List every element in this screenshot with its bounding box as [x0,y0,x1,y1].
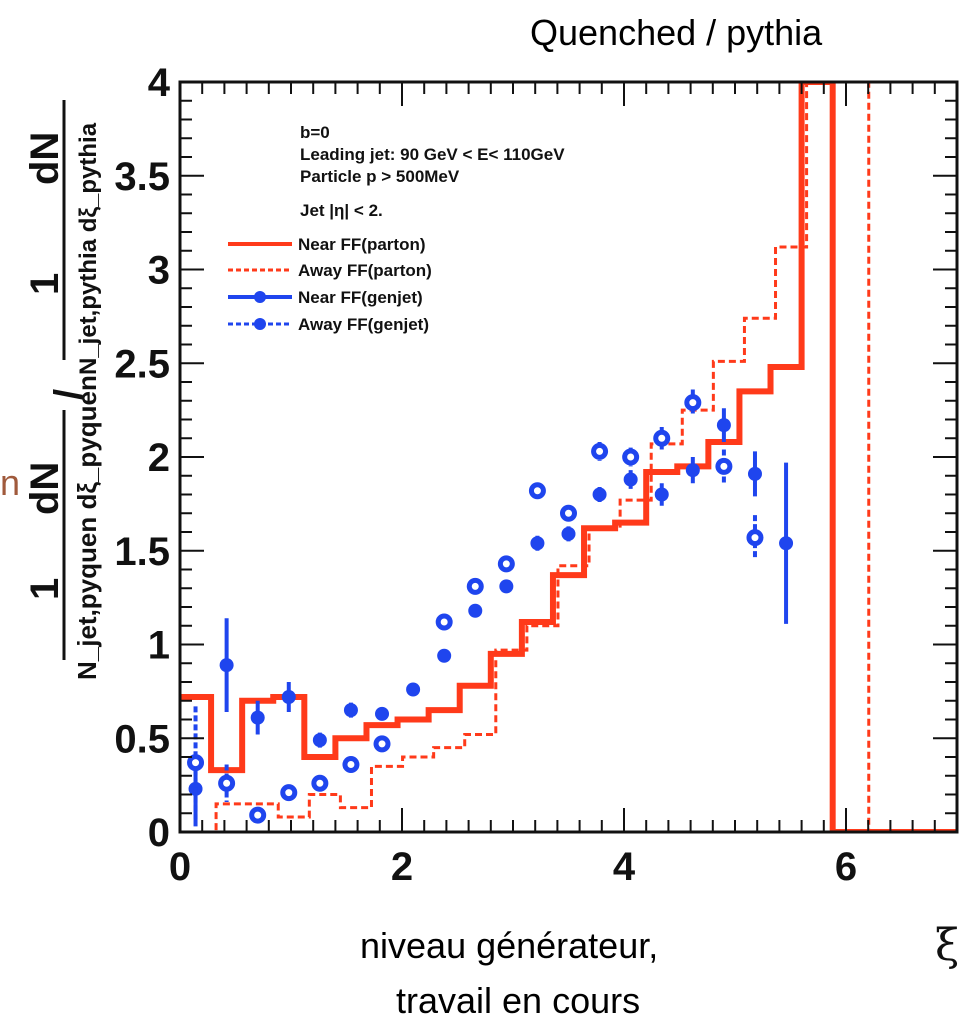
data-point-away-genjet [311,774,329,792]
data-point-away-genjet [497,555,515,573]
x-tick-label: 0 [169,845,191,889]
y-tick-label: 0.5 [114,717,170,761]
data-point-near-genjet [530,536,545,551]
data-point-near-genjet [250,710,265,725]
data-point-away-genjet [684,394,702,412]
page-title: Quenched / pythia [530,12,823,53]
data-point-near-genjet [654,487,669,502]
y-axis-label: 1 dN N_jet,pyquen dξ_pyquen / 1 dN N_jet… [23,100,102,680]
y-tick-label: 2.5 [114,342,170,386]
x-tick-label: 2 [391,845,413,889]
data-point-near-genjet [468,603,483,618]
data-point-near-genjet [499,579,514,594]
y-label-denominator-right: N_jet,pythia dξ_pythia [75,122,102,375]
data-point-near-genjet [747,466,762,481]
data-point-away-genjet [653,429,671,447]
data-point-near-genjet [685,463,700,478]
data-point-near-genjet [716,418,731,433]
caption-line-1: niveau générateur, [360,925,659,966]
y-tick-label: 1.5 [114,530,170,574]
y-tick-label: 2 [148,436,170,480]
data-point-away-genjet [280,784,298,802]
x-tick-label: 4 [613,845,636,889]
annotation-line: Particle p > 500MeV [300,167,460,186]
data-point-away-genjet [591,442,609,460]
data-point-near-genjet [406,682,421,697]
data-point-away-genjet [466,577,484,595]
y-tick-label: 4 [148,61,171,105]
data-point-near-genjet [623,472,638,487]
x-tick-label: 6 [835,845,857,889]
data-point-away-genjet [528,482,546,500]
y-tick-label: 0 [148,811,170,855]
legend-label: Near FF(parton) [298,235,426,254]
annotation-line: Jet |η| < 2. [300,201,383,220]
data-point-away-genjet [560,504,577,522]
caption-line-2: travail en cours [396,980,641,1021]
data-point-away-genjet [187,754,205,772]
data-point-near-genjet [281,690,296,704]
plot-frame [178,80,959,834]
legend-marker-away-genjet [254,318,266,330]
annotation-line: Leading jet: 90 GeV < E< 110GeV [300,145,565,164]
data-point-near-genjet [779,536,794,551]
legend-label: Away FF(genjet) [298,315,429,334]
y-label-one-left: 1 [23,578,67,600]
data-point-near-genjet [592,487,607,502]
x-axis-label: ξ [935,920,959,971]
series-line-near-parton [180,82,957,832]
data-point-near-genjet [219,658,234,673]
data-point-away-genjet [249,806,267,824]
y-label-denominator-left: N_jet,pyquen dξ_pyquen [72,375,102,680]
data-point-away-genjet [435,613,453,631]
data-point-away-genjet [373,735,391,753]
data-point-near-genjet [561,526,576,541]
legend-label: Near FF(genjet) [298,288,423,307]
series-line-away-parton [185,82,957,832]
annotation-block: b=0 Leading jet: 90 GeV < E< 110GeV Part… [300,123,565,220]
y-tick-label: 3.5 [114,155,170,199]
y-label-slash: / [47,389,91,400]
data-point-away-genjet [342,756,360,773]
y-label-numerator-right: dN [23,132,67,185]
y-tick-label: 3 [148,249,170,293]
data-point-near-genjet [312,733,327,748]
data-point-away-genjet [746,529,764,547]
legend: Near FF(parton) Away FF(parton) Near FF(… [228,235,432,334]
legend-label: Away FF(parton) [298,261,432,280]
y-label-one-right: 1 [23,273,67,295]
annotation-line: b=0 [300,123,330,142]
y-tick-label: 1 [148,624,170,668]
data-point-near-genjet [437,648,452,663]
side-text-fragment: n [0,462,21,503]
legend-marker-near-genjet [254,291,266,303]
data-point-near-genjet [375,706,390,721]
data-point-near-genjet [343,703,358,718]
data-point-away-genjet [218,774,236,792]
y-label-numerator-left: dN [23,462,67,515]
data-point-away-genjet [622,448,640,466]
data-point-away-genjet [715,457,733,475]
